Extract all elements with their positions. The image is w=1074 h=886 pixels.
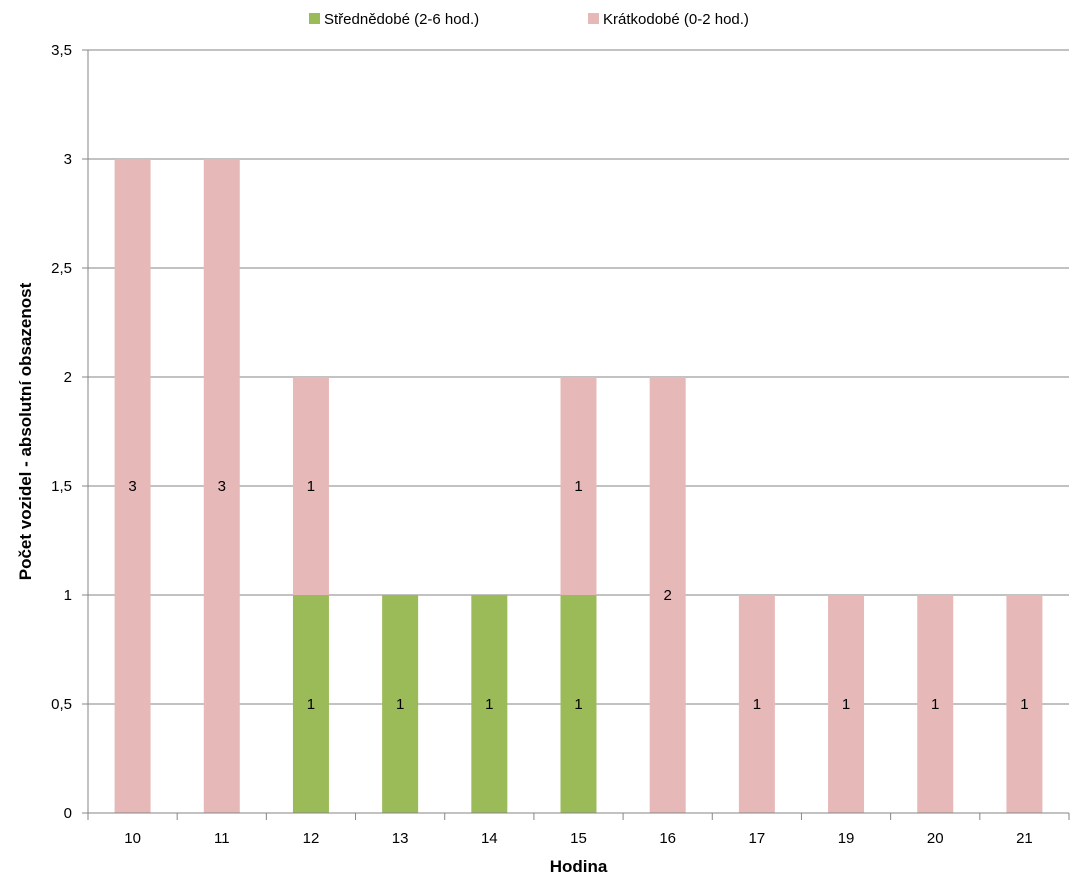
legend-label: Střednědobé (2-6 hod.)	[324, 11, 479, 28]
data-label: 1	[931, 696, 939, 713]
x-tick-label: 21	[1016, 830, 1033, 847]
data-label: 1	[1020, 696, 1028, 713]
y-tick-label: 2	[64, 369, 72, 386]
y-tick-label: 1	[64, 587, 72, 604]
y-tick-label: 2,5	[51, 260, 72, 277]
bar-segment	[382, 595, 419, 813]
data-label: 3	[128, 478, 136, 495]
data-label: 1	[396, 696, 404, 713]
bar-segment	[560, 377, 597, 595]
axes	[87, 50, 1070, 820]
y-axis-title: Počet vozidel - absolutní obsazenost	[16, 282, 35, 580]
legend-swatch	[588, 13, 599, 24]
x-tick-label: 13	[392, 830, 409, 847]
data-label: 1	[307, 478, 315, 495]
data-label: 1	[485, 696, 493, 713]
x-tick-label: 15	[570, 830, 587, 847]
x-tick-label: 16	[659, 830, 676, 847]
bars	[114, 159, 1043, 813]
bar-segment	[1006, 595, 1043, 813]
bar-segment	[560, 595, 597, 813]
legend-swatch	[309, 13, 320, 24]
data-label: 1	[753, 696, 761, 713]
x-tick-labels: 10 11 12 13 14 15 16 17 19 20 21	[124, 830, 1033, 847]
data-label: 2	[664, 587, 672, 604]
x-tick-label: 10	[124, 830, 141, 847]
legend: Střednědobé (2-6 hod.) Krátkodobé (0-2 ho…	[309, 11, 749, 28]
data-label: 1	[574, 478, 582, 495]
bar-segment	[292, 595, 329, 813]
y-tick-label: 3,5	[51, 42, 72, 59]
y-tick-labels: 0 0,5 1 1,5 2 2,5 3 3,5	[51, 42, 72, 822]
y-tick-label: 3	[64, 151, 72, 168]
x-tick-label: 11	[214, 830, 230, 847]
data-label: 1	[842, 696, 850, 713]
bar-segment	[649, 377, 686, 813]
x-axis-title: Hodina	[550, 857, 608, 876]
y-tick-label: 0	[64, 805, 72, 822]
data-label: 1	[307, 696, 315, 713]
bar-segment	[738, 595, 775, 813]
bar-segment	[292, 377, 329, 595]
bar-segment	[828, 595, 865, 813]
bar-segment	[114, 159, 151, 813]
x-tick-label: 17	[749, 830, 766, 847]
x-tick-label: 12	[303, 830, 320, 847]
data-label: 1	[574, 696, 582, 713]
bar-segment	[203, 159, 240, 813]
y-tick-label: 0,5	[51, 696, 72, 713]
y-tick-label: 1,5	[51, 478, 72, 495]
x-tick-label: 19	[838, 830, 855, 847]
x-tick-label: 20	[927, 830, 944, 847]
bar-segment	[917, 595, 954, 813]
legend-label: Krátkodobé (0-2 hod.)	[603, 11, 749, 28]
data-label: 3	[218, 478, 226, 495]
x-tick-label: 14	[481, 830, 498, 847]
data-labels: 3 3 1 1 1 1 1 1 2 1 1 1 1	[128, 478, 1028, 713]
bar-segment	[471, 595, 508, 813]
